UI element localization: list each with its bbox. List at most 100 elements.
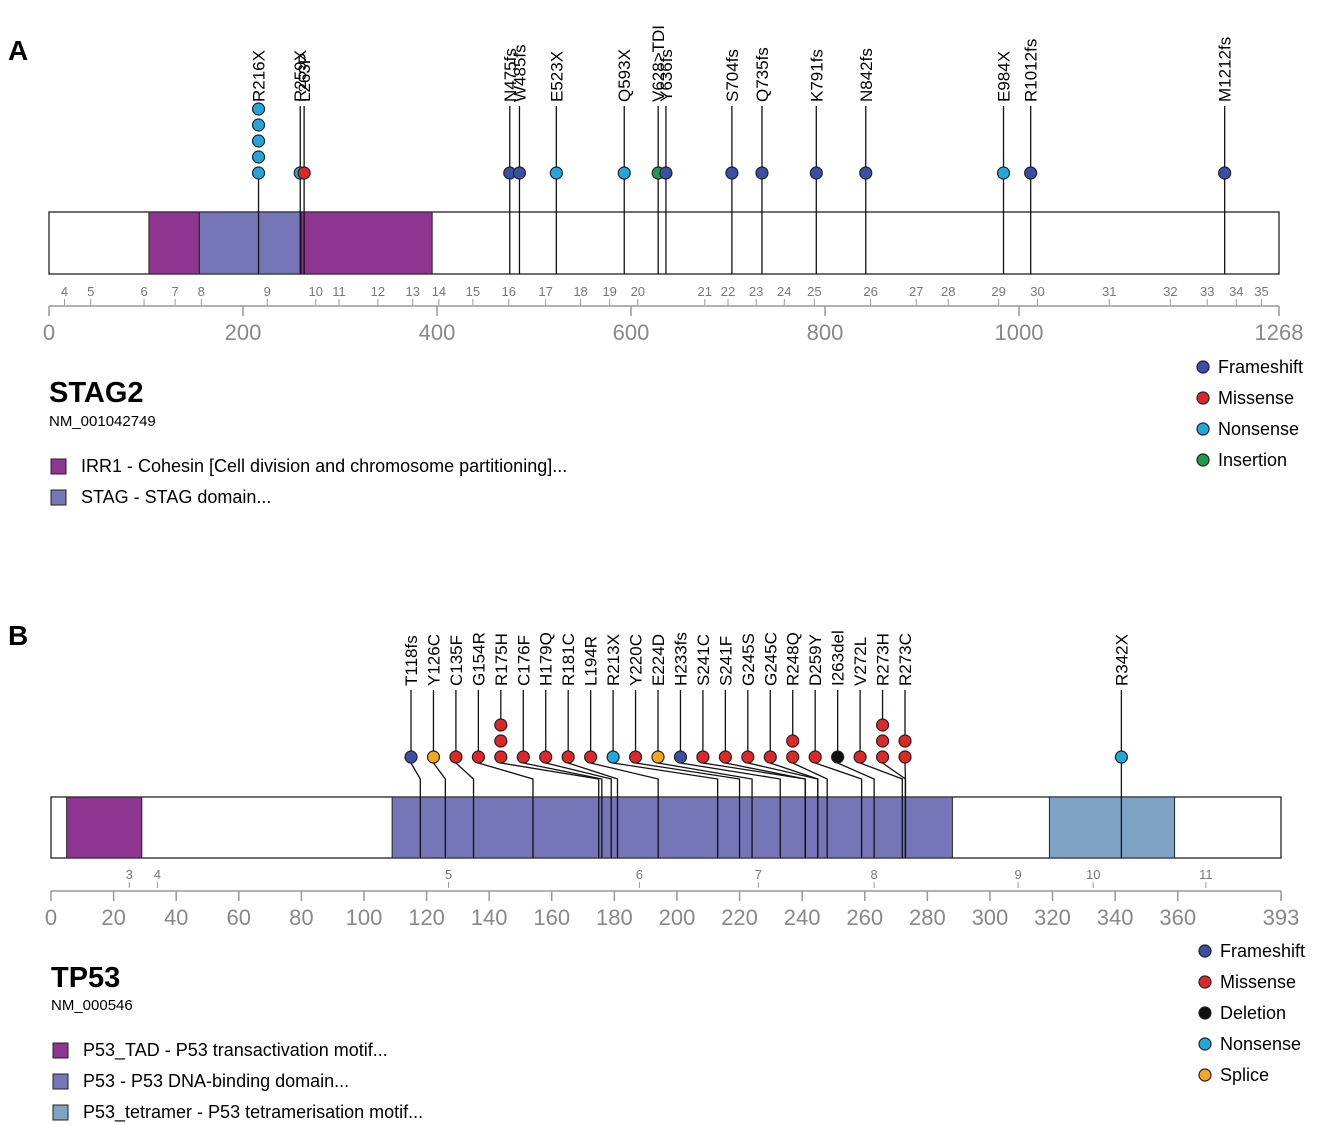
exon-label: 9: [1014, 867, 1021, 882]
mutation-connector: [478, 762, 534, 858]
legend-label-splice: Splice: [1220, 1065, 1269, 1085]
domain-legend-swatch: [50, 458, 67, 475]
mutation-marker-missense: [898, 734, 912, 748]
exon-label: 33: [1200, 284, 1214, 299]
exon-label: 11: [332, 284, 346, 299]
gene-accession: NM_001042749: [49, 413, 156, 430]
mutation-marker-missense: [297, 166, 311, 180]
mutation-label: G245S: [739, 633, 758, 686]
legend-label-missense: Missense: [1220, 972, 1296, 992]
gene-name: STAG2: [49, 377, 144, 409]
exon-label: 11: [1199, 867, 1213, 882]
mutation-label: W485fs: [510, 44, 529, 102]
exon-label: 6: [636, 867, 643, 882]
x-tick-label: 393: [1263, 905, 1300, 930]
mutation-marker-nonsense: [251, 150, 266, 164]
mutation-label: N842fs: [857, 48, 876, 102]
exon-label: 19: [602, 284, 616, 299]
mutation-marker-nonsense: [251, 118, 266, 132]
domain-legend-label: STAG - STAG domain...: [81, 487, 271, 507]
legend-marker-splice: [1198, 1068, 1212, 1082]
exon-label: 9: [264, 284, 271, 299]
mutation-label: S241C: [694, 634, 713, 686]
domain-legend-label: P53_tetramer - P53 tetramerisation motif…: [83, 1102, 423, 1123]
mutation-connector: [725, 762, 806, 858]
mutation-label: E224D: [649, 634, 668, 686]
mutation-label: R181C: [559, 633, 578, 686]
mutation-connector: [770, 762, 819, 858]
x-tick-label: 260: [846, 905, 883, 930]
mutation-label: G154R: [469, 632, 488, 686]
x-tick-label: 1000: [995, 320, 1044, 345]
x-tick-label: 140: [471, 905, 508, 930]
x-tick-label: 180: [596, 905, 633, 930]
x-tick-label: 400: [419, 320, 456, 345]
mutation-label: R175H: [492, 633, 511, 686]
mutation-marker-frameshift: [755, 166, 769, 180]
mutation-label: H233fs: [671, 632, 690, 686]
mutation-marker-frameshift: [404, 750, 418, 764]
x-tick-label: 300: [972, 905, 1009, 930]
mutation-marker-frameshift: [659, 166, 673, 180]
exon-label: 22: [721, 284, 735, 299]
mutation-marker-nonsense: [996, 166, 1011, 180]
domain-irr1-block: [148, 211, 200, 275]
exon-label: 28: [941, 284, 955, 299]
x-tick-label: 40: [164, 905, 188, 930]
mutation-marker-missense: [741, 750, 755, 764]
x-tick-label: 0: [43, 320, 55, 345]
mutation-marker-missense: [763, 750, 777, 764]
mutation-label: V272L: [851, 637, 870, 686]
domain-stag-block: [198, 211, 302, 275]
domain-legend-swatch: [52, 1104, 69, 1121]
mutation-marker-missense: [875, 734, 890, 748]
x-tick-label: 280: [909, 905, 946, 930]
exon-label: 32: [1163, 284, 1177, 299]
exon-label: 29: [991, 284, 1005, 299]
mutation-label: Q593X: [615, 49, 634, 102]
mutation-label: K791fs: [807, 49, 826, 102]
x-tick-label: 80: [289, 905, 313, 930]
x-tick-label: 20: [101, 905, 125, 930]
mutation-marker-missense: [494, 718, 508, 732]
exon-label: 30: [1030, 284, 1044, 299]
domain-legend-label: P53 - P53 DNA-binding domain...: [83, 1071, 349, 1091]
exon-label: 6: [140, 284, 147, 299]
mutation-marker-nonsense: [617, 166, 631, 180]
x-tick-label: 800: [807, 320, 844, 345]
mutation-label: M1212fs: [1216, 37, 1235, 102]
x-tick-label: 160: [533, 905, 570, 930]
exon-label: 10: [1086, 867, 1100, 882]
mutation-label: H179Q: [537, 632, 556, 686]
exon-label: 14: [432, 284, 446, 299]
legend-marker-nonsense: [1196, 422, 1210, 436]
mutation-marker-missense: [539, 750, 553, 764]
mutation-marker-missense: [494, 734, 508, 748]
panel-letter: A: [8, 35, 28, 66]
mutation-connector: [837, 762, 875, 858]
domain-p53-block: [391, 796, 953, 859]
legend-marker-missense: [1196, 391, 1210, 405]
domain-irr1-block: [300, 211, 433, 275]
legend-label-frameshift: Frameshift: [1220, 941, 1305, 961]
exon-label: 15: [466, 284, 480, 299]
x-tick-label: 340: [1097, 905, 1134, 930]
exon-label: 27: [909, 284, 923, 299]
x-tick-label: 100: [346, 905, 383, 930]
mutation-marker-missense: [696, 750, 710, 764]
mutation-marker-frameshift: [512, 166, 527, 180]
exon-label: 12: [371, 284, 385, 299]
mutation-connector: [680, 762, 781, 858]
domain-p53_tetramer-block: [1048, 796, 1176, 859]
mutation-label: C135F: [447, 635, 466, 686]
mutation-label: R213X: [604, 634, 623, 686]
exon-label: 5: [445, 867, 452, 882]
mutation-label: R216X: [250, 50, 269, 102]
mutation-connector: [545, 762, 612, 858]
legend-marker-missense: [1198, 975, 1212, 989]
x-tick-label: 220: [721, 905, 758, 930]
gene-name: TP53: [51, 962, 120, 994]
mutation-label: N475fs: [501, 48, 520, 102]
x-tick-label: 600: [613, 320, 650, 345]
